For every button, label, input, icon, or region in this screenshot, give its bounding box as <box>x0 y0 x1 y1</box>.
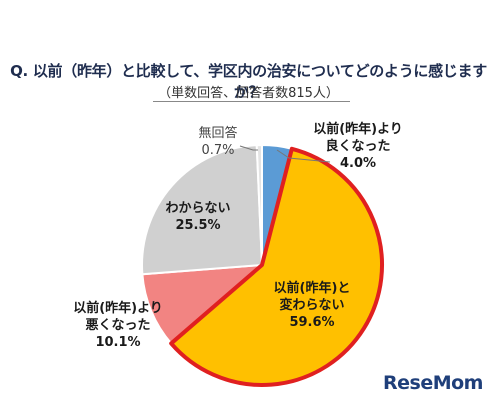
slice-label-no-answer: 無回答 0.7% <box>198 125 237 158</box>
chart-title: Q. 以前（昨年）と比較して、学区内の治安についてどのように感じますか？ <box>10 62 487 101</box>
resemom-logo: ReseMom <box>383 372 483 394</box>
pie-leader-lines <box>239 145 331 163</box>
subtitle-underline <box>153 101 350 102</box>
slice-label-better: 以前(昨年)より良くなった 4.0% <box>313 121 403 171</box>
slice-label-same: 以前(昨年)と変わらない 59.6% <box>274 280 351 330</box>
chart-subtitle: （単数回答、回答者数815人） <box>158 86 339 101</box>
slice-label-worse: 以前(昨年)より悪くなった 10.1% <box>73 300 163 350</box>
leader-line-better <box>276 149 331 163</box>
logo-text: ReseMom <box>383 372 483 394</box>
pie-labels: 以前(昨年)より良くなった 4.0% 以前(昨年)と変わらない 59.6% 以前(昨年)… <box>73 121 403 350</box>
pie-slices <box>141 143 384 387</box>
pie-slice-no-answer <box>255 143 263 266</box>
pie-slice-same <box>169 146 384 387</box>
slice-label-unknown: わからない 25.5% <box>165 201 230 233</box>
pie-slice-unknown <box>141 144 264 276</box>
leader-line-no-answer <box>239 145 258 151</box>
